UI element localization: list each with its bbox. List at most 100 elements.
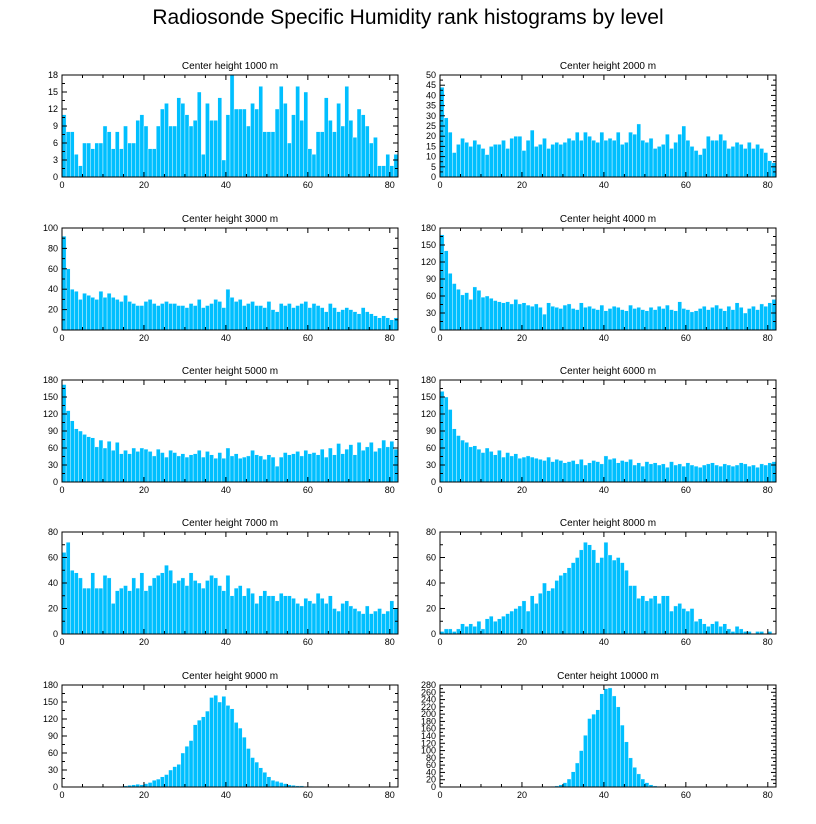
x-tick-label: 60: [303, 790, 313, 800]
histogram-bar: [209, 454, 214, 483]
y-tick-label: 0: [431, 172, 436, 182]
histogram-bar: [197, 450, 202, 483]
histogram-bar: [262, 590, 268, 635]
histogram-bar: [389, 319, 395, 331]
histogram-bar: [283, 305, 288, 331]
histogram-bar: [287, 142, 292, 178]
histogram-bar: [156, 125, 161, 178]
histogram-bar: [542, 460, 547, 483]
histogram-bar: [131, 577, 136, 635]
histogram-bar: [484, 618, 490, 635]
histogram-bar: [636, 773, 641, 788]
x-tick-label: 40: [221, 333, 231, 343]
histogram-bar: [176, 580, 182, 635]
y-tick-label: 60: [426, 443, 436, 453]
histogram-bar: [369, 613, 374, 635]
histogram-bar: [201, 307, 206, 331]
histogram-bar: [86, 587, 91, 635]
histogram-bar: [738, 307, 744, 331]
histogram-bar: [603, 542, 609, 635]
x-tick-label: 40: [599, 637, 609, 647]
histogram-bar: [172, 452, 177, 483]
histogram-bar: [102, 447, 108, 483]
y-tick-label: 160: [421, 724, 436, 734]
histogram-bar: [472, 445, 478, 483]
histogram-bar: [115, 590, 120, 635]
x-tick-label: 80: [385, 637, 395, 647]
histogram-bar: [751, 306, 756, 331]
histogram-bar: [365, 311, 370, 331]
histogram-bar: [575, 463, 580, 483]
y-tick-label: 15: [426, 141, 436, 151]
histogram-bar: [295, 603, 300, 635]
histogram-bar: [493, 621, 498, 635]
histogram-bar: [119, 301, 124, 331]
histogram-bar: [352, 608, 358, 635]
histogram-bar: [221, 307, 227, 331]
histogram-bar: [759, 303, 764, 331]
figure-title: Radiosonde Specific Humidity rank histog…: [152, 6, 664, 29]
histogram-bar: [681, 125, 687, 178]
x-tick-label: 60: [681, 180, 691, 190]
histogram-bar: [628, 757, 633, 788]
histogram-bar: [517, 605, 523, 635]
histogram-bar: [714, 621, 719, 635]
histogram-bar: [147, 782, 153, 788]
histogram-bar: [295, 305, 300, 331]
histogram-bar: [644, 600, 650, 635]
histogram-bar: [123, 585, 128, 635]
histogram-bar: [250, 450, 255, 483]
histogram-bar: [287, 303, 292, 331]
histogram-bar: [706, 626, 711, 635]
histogram-bar: [98, 291, 104, 331]
histogram-bar: [246, 455, 251, 483]
y-tick-label: 150: [43, 697, 58, 707]
histogram-bar: [344, 448, 350, 483]
histogram-bar: [86, 295, 91, 331]
y-tick-label: 45: [426, 80, 436, 90]
histogram-bar: [734, 302, 740, 331]
histogram-bar: [513, 299, 519, 331]
histogram-bar: [192, 120, 198, 178]
histogram-bar: [546, 456, 551, 483]
histogram-bar: [706, 135, 711, 178]
histogram-bar: [583, 542, 588, 635]
histogram-bar: [291, 307, 296, 331]
histogram-bar: [644, 461, 650, 483]
histogram-bar: [464, 626, 469, 635]
histogram-bar: [82, 293, 87, 331]
y-tick-label: 40: [426, 578, 436, 588]
histogram-bar: [443, 117, 449, 178]
histogram-bar: [546, 590, 551, 635]
histogram-bar: [340, 125, 345, 178]
histogram-bar: [254, 603, 259, 635]
histogram-bar: [673, 310, 678, 331]
histogram-bar: [225, 289, 231, 331]
histogram-bar: [726, 148, 732, 178]
histogram-bar: [546, 148, 551, 178]
histogram-bar: [213, 458, 218, 483]
histogram-bar: [197, 719, 202, 788]
histogram-bar: [328, 595, 333, 635]
histogram-bar: [767, 462, 773, 483]
histogram-bar: [221, 696, 227, 788]
histogram-bar: [726, 464, 732, 483]
histogram-bar: [229, 595, 235, 635]
histogram-bar: [307, 600, 313, 635]
histogram-bar: [106, 293, 112, 331]
histogram-bar: [579, 549, 584, 635]
histogram-bar: [274, 781, 280, 788]
histogram-bar: [558, 575, 564, 635]
histogram-bar: [69, 420, 75, 483]
histogram-bar: [377, 317, 382, 331]
histogram-bar: [332, 454, 337, 483]
histogram-bar: [143, 125, 149, 178]
histogram-bar: [311, 303, 317, 331]
histogram-bar: [558, 144, 564, 178]
histogram-bar: [151, 577, 157, 635]
histogram-bar: [566, 138, 572, 178]
y-tick-label: 220: [421, 702, 436, 712]
histogram-bar: [575, 309, 580, 331]
histogram-bar: [172, 766, 177, 788]
histogram-bar: [747, 465, 752, 483]
